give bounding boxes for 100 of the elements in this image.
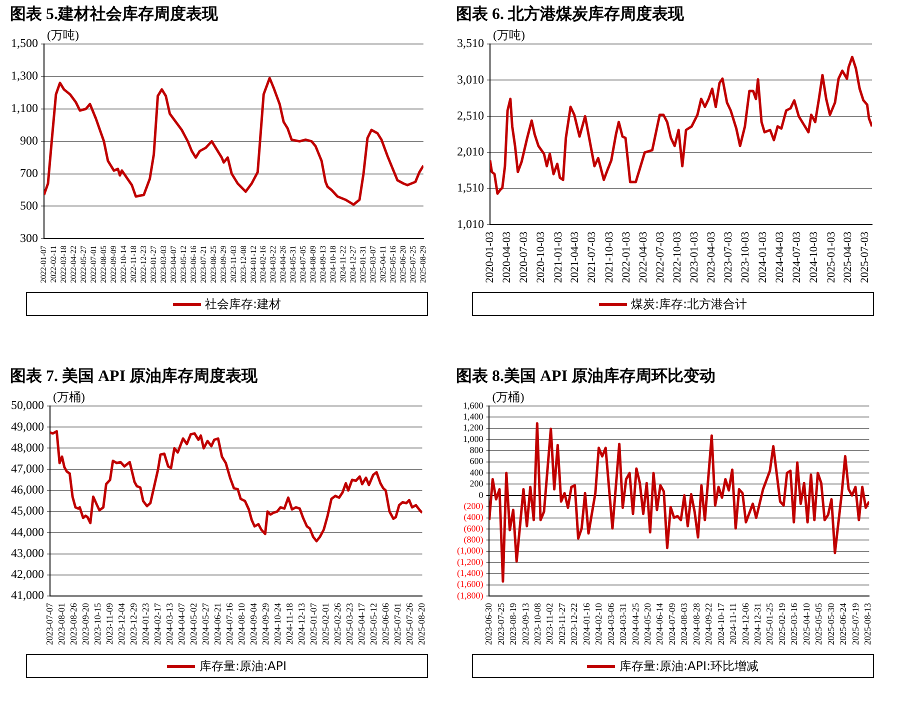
x-tick-label: 2022-10-14 xyxy=(118,246,128,283)
x-tick-label: 2024-11-22 xyxy=(338,246,348,283)
x-tick-label: 2023-07-03 xyxy=(722,231,735,283)
x-tick-label: 2022-09-09 xyxy=(108,246,118,283)
y-tick-label: 900 xyxy=(20,133,38,148)
y-tick-label: 1,500 xyxy=(11,36,38,50)
x-tick-label: 2023-09-20 xyxy=(80,602,90,646)
x-tick-label: 2023-08-25 xyxy=(208,246,218,283)
x-tick-label: 2024-10-17 xyxy=(716,602,726,646)
y-tick-label: (1,000) xyxy=(456,546,484,556)
x-tick-label: 2023-01-03 xyxy=(688,231,701,283)
x-tick-label: 2023-11-09 xyxy=(104,602,114,645)
y-tick-label: 50,000 xyxy=(11,398,44,412)
x-tick-label: 2024-02-10 xyxy=(594,602,604,646)
x-tick-label: 2020-04-03 xyxy=(500,231,513,283)
x-tick-label: 2024-11-11 xyxy=(728,603,738,644)
x-tick-label: 2025-07-01 xyxy=(392,603,403,646)
x-tick-label: 2024-01-16 xyxy=(581,602,592,646)
x-tick-label: 2024-05-31 xyxy=(288,246,298,283)
x-tick-label: 2022-07-01 xyxy=(89,246,98,283)
x-tick-label: 2025-05-30 xyxy=(826,602,836,646)
x-tick-label: 2023-10-03 xyxy=(740,231,752,283)
x-tick-label: 2021-07-03 xyxy=(586,231,598,283)
x-tick-label: 2023-09-13 xyxy=(520,602,530,646)
y-tick-label: 47,000 xyxy=(11,461,44,476)
x-tick-label: 2023-12-29 xyxy=(128,602,138,646)
x-tick-label: 2023-12-04 xyxy=(116,602,126,646)
x-tick-label: 2025-04-17 xyxy=(356,602,367,646)
y-tick-label: 400 xyxy=(470,467,484,478)
y-tick-label: 44,000 xyxy=(11,524,44,539)
x-tick-label: 2023-08-26 xyxy=(68,602,78,646)
y-axis-title: (万桶) xyxy=(492,390,524,404)
x-tick-label: 2023-03-03 xyxy=(158,246,168,283)
y-tick-label: 1,510 xyxy=(457,180,484,195)
y-tick-label: (1,600) xyxy=(456,579,484,590)
x-tick-label: 2023-11-03 xyxy=(228,246,238,283)
y-tick-label: (200) xyxy=(464,500,484,511)
y-tick-label: (1,200) xyxy=(456,556,484,567)
x-tick-label: 2024-08-09 xyxy=(308,246,318,283)
x-tick-label: 2024-12-06 xyxy=(740,602,750,646)
x-tick-label: 2023-04-07 xyxy=(168,246,178,283)
x-tick-label: 2025-02-01 xyxy=(320,603,331,646)
y-tick-label: 600 xyxy=(470,456,484,466)
x-tick-label: 2024-11-18 xyxy=(284,602,294,645)
y-tick-label: (800) xyxy=(464,534,484,544)
x-tick-label: 2024-04-25 xyxy=(630,602,640,646)
x-tick-label: 2024-12-31 xyxy=(752,603,763,646)
x-tick-label: 2025-06-06 xyxy=(380,602,391,646)
x-tick-label: 2025-08-20 xyxy=(416,602,427,646)
y-tick-label: 3,510 xyxy=(457,36,484,50)
y-tick-label: 800 xyxy=(470,445,484,456)
x-tick-label: 2023-06-16 xyxy=(188,246,198,283)
x-tick-label: 2024-02-16 xyxy=(258,246,268,283)
x-tick-label: 2025-06-20 xyxy=(398,246,408,283)
x-tick-label: 2023-05-12 xyxy=(178,246,188,283)
x-tick-label: 2022-05-27 xyxy=(79,246,88,283)
x-tick-label: 2024-10-03 xyxy=(808,231,820,283)
x-tick-label: 2023-08-01 xyxy=(56,603,66,646)
x-tick-label: 2022-01-03 xyxy=(620,231,633,283)
legend-label: 社会库存:建材 xyxy=(204,296,282,312)
x-tick-label: 2023-09-29 xyxy=(218,246,228,283)
x-tick-label: 2024-09-22 xyxy=(704,603,714,646)
x-tick-label: 2024-07-16 xyxy=(224,602,234,646)
x-tick-label: 2022-10-03 xyxy=(672,231,684,283)
x-tick-label: 2024-02-17 xyxy=(152,602,162,646)
x-tick-label: 2022-07-03 xyxy=(654,231,666,283)
x-tick-label: 2024-01-12 xyxy=(248,246,258,283)
y-tick-label: 3,010 xyxy=(457,72,484,86)
x-tick-label: 2024-03-13 xyxy=(164,602,174,646)
x-tick-label: 2024-12-13 xyxy=(296,602,306,646)
x-tick-label: 2024-01-03 xyxy=(756,231,769,283)
x-tick-label: 2025-08-29 xyxy=(418,246,428,283)
y-tick-label: 48,000 xyxy=(11,440,44,454)
x-tick-label: 2024-09-13 xyxy=(318,246,328,283)
x-tick-label: 2020-10-03 xyxy=(535,231,548,283)
x-tick-label: 2024-07-09 xyxy=(666,602,677,646)
y-tick-label: 300 xyxy=(20,230,38,245)
x-tick-label: 2023-01-27 xyxy=(148,246,158,283)
x-tick-label: 2023-10-15 xyxy=(92,602,102,646)
y-tick-label: 2,510 xyxy=(457,108,484,122)
y-tick-label: (1,400) xyxy=(456,568,484,578)
x-tick-label: 2023-07-07 xyxy=(44,602,54,646)
x-tick-label: 2025-03-07 xyxy=(368,246,378,283)
chart-title: 图表 7. 美国 API 原油库存周度表现 xyxy=(10,366,258,387)
x-tick-label: 2023-04-03 xyxy=(706,231,718,283)
x-tick-label: 2024-10-24 xyxy=(272,602,282,646)
y-tick-label: 500 xyxy=(20,198,38,212)
legend-label: 库存量:原油:API xyxy=(199,658,287,674)
x-tick-label: 2023-08-19 xyxy=(508,602,518,646)
y-tick-label: 700 xyxy=(20,166,38,180)
y-tick-label: 45,000 xyxy=(11,504,44,518)
x-tick-label: 2024-08-03 xyxy=(679,602,690,646)
x-tick-label: 2024-12-27 xyxy=(348,246,358,283)
x-tick-label: 2024-06-21 xyxy=(212,603,222,646)
x-tick-label: 2025-05-12 xyxy=(368,603,379,646)
x-tick-label: 2022-04-03 xyxy=(637,231,650,283)
y-tick-label: (1,800) xyxy=(456,590,484,600)
x-tick-label: 2025-02-26 xyxy=(332,602,343,646)
x-tick-label: 2021-04-03 xyxy=(569,231,582,283)
x-tick-label: 2020-01-03 xyxy=(484,231,496,283)
